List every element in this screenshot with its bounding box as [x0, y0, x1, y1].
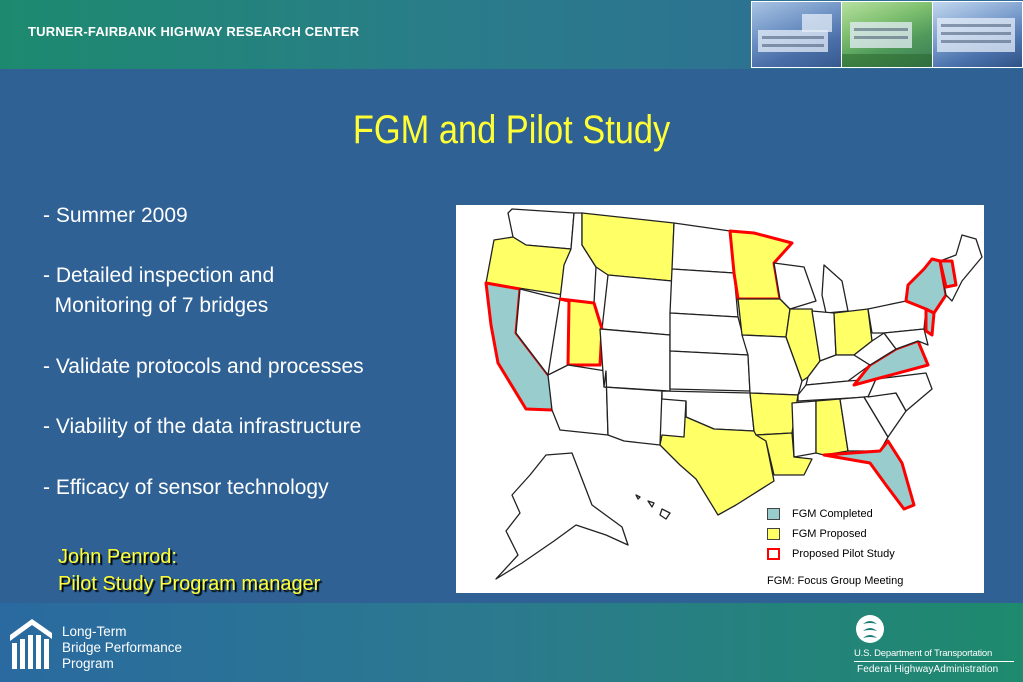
credit-name: John Penrod:: [58, 546, 177, 568]
header-photo-strip: [751, 1, 1023, 68]
state-iowa: [737, 298, 791, 338]
bullet-item: - Validate protocols and processes: [43, 355, 364, 378]
state-vermont-nh: [938, 259, 958, 289]
credit-role: Pilot Study Program manager: [58, 573, 321, 595]
legend-item-completed: FGM Completed: [767, 508, 873, 520]
legend-note: FGM: Focus Group Meeting: [767, 575, 904, 587]
footer-band: Long-Term Bridge Performance Program U.S…: [0, 603, 1023, 682]
bullet-item: - Detailed inspection and: [43, 264, 275, 287]
state-south-dakota: [669, 268, 739, 318]
state-utah: [558, 297, 604, 367]
state-arizona: [547, 364, 609, 436]
state-mississippi: [791, 400, 817, 458]
state-colorado: [599, 328, 671, 392]
legend-item-proposed: FGM Proposed: [767, 528, 867, 540]
legend-swatch-pilot: [767, 548, 780, 560]
legend-swatch-completed: [767, 508, 780, 520]
legend-label: Proposed Pilot Study: [792, 548, 895, 560]
header-title: TURNER-FAIRBANK HIGHWAY RESEARCH CENTER: [28, 24, 360, 39]
bullet-item: - Viability of the data infrastructure: [43, 415, 362, 438]
us-states-map: [484, 208, 983, 580]
header-photo-building-3: [931, 2, 1022, 67]
bullet-item-continuation: Monitoring of 7 bridges: [43, 294, 269, 317]
agency-divider: [854, 661, 1014, 662]
header-photo-building-2: [841, 2, 932, 67]
state-louisiana: [755, 432, 813, 476]
state-kansas: [669, 350, 751, 392]
header-photo-building-1: [752, 2, 842, 67]
state-nebraska: [669, 312, 749, 356]
state-oklahoma: [661, 390, 755, 432]
ltbp-line: Long-Term: [62, 624, 127, 639]
slide-title: FGM and Pilot Study: [352, 108, 671, 152]
ltbp-line: Program: [62, 656, 114, 671]
usdot-logo-icon: [856, 615, 884, 643]
state-wyoming: [601, 274, 673, 336]
state-arkansas: [749, 392, 799, 436]
legend-swatch-proposed: [767, 528, 780, 540]
state-hawaii: [635, 494, 671, 520]
ltbp-program-name: Long-Term Bridge Performance Program: [62, 624, 182, 672]
header-band: TURNER-FAIRBANK HIGHWAY RESEARCH CENTER: [0, 0, 1023, 69]
state-michigan: [821, 264, 849, 314]
state-alaska: [495, 452, 629, 580]
agency-line-usdot: U.S. Department of Transportation: [854, 648, 993, 659]
state-wisconsin: [773, 262, 817, 310]
ltbp-line: Bridge Performance: [62, 640, 183, 655]
legend-label: FGM Proposed: [792, 528, 867, 540]
ltbp-logo-icon: [10, 619, 52, 669]
bullet-item: - Summer 2009: [43, 204, 188, 227]
state-north-dakota: [671, 222, 735, 274]
agency-line-fhwa: Federal HighwayAdministration: [857, 664, 999, 675]
state-florida: [822, 439, 916, 511]
bullet-item: - Efficacy of sensor technology: [43, 476, 329, 499]
state-texas: [659, 400, 775, 516]
legend-label: FGM Completed: [792, 508, 873, 520]
legend-item-pilot: Proposed Pilot Study: [767, 548, 895, 560]
state-maryland-delaware: [883, 328, 929, 350]
us-map-panel: FGM Completed FGM Proposed Proposed Pilo…: [456, 205, 984, 593]
program-manager-credit: John Penrod: Pilot Study Program manager: [58, 544, 320, 598]
